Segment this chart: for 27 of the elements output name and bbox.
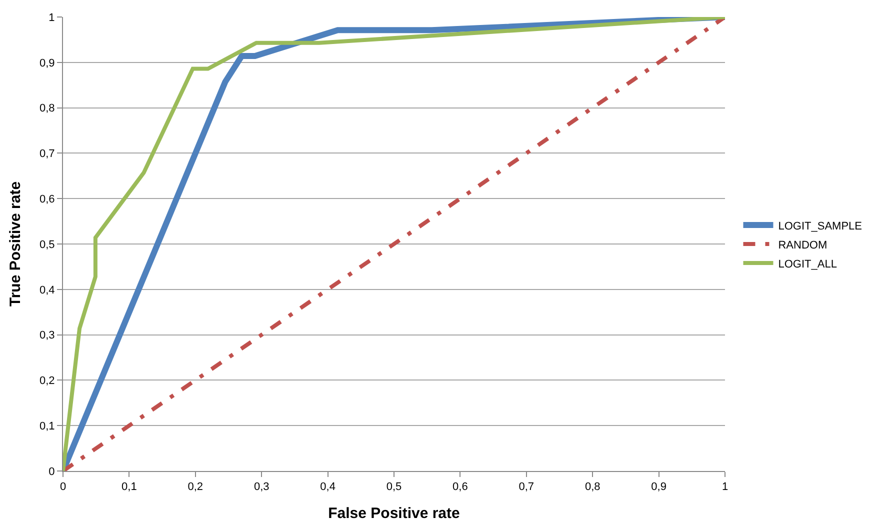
y-tick-label: 0,2 — [40, 375, 55, 388]
legend-label: LOGIT_ALL — [778, 258, 837, 270]
x-tick-label: 0,7 — [518, 481, 534, 494]
x-tick-label: 0 — [60, 481, 66, 494]
y-tick-label: 1 — [48, 12, 55, 24]
legend-label: LOGIT_SAMPLE — [778, 220, 862, 232]
x-tick-label: 0,6 — [452, 481, 468, 494]
y-tick-label: 0,4 — [40, 284, 55, 296]
x-tick-label: 0,8 — [584, 481, 600, 494]
x-tick-label: 0,5 — [386, 481, 402, 494]
x-tick-label: 0,1 — [122, 481, 137, 494]
y-tick-label: 0 — [48, 466, 55, 478]
y-tick-label: 0,7 — [40, 148, 55, 160]
x-tick-label: 0,2 — [188, 481, 204, 494]
x-tick-label: 0,4 — [320, 481, 336, 494]
x-tick-label: 1 — [722, 481, 728, 494]
y-tick-label: 0,3 — [40, 330, 55, 342]
x-tick-label: 0,9 — [651, 481, 666, 494]
y-tick-label: 0,8 — [40, 102, 55, 115]
legend-label: RANDOM — [778, 239, 828, 252]
y-tick-label: 0,6 — [40, 193, 55, 206]
y-axis-title: True Positive rate — [6, 181, 24, 307]
y-tick-label: 0,5 — [40, 238, 55, 251]
x-tick-label: 0,3 — [254, 481, 270, 494]
y-tick-label: 0,1 — [40, 420, 55, 432]
x-axis-title: False Positive rate — [328, 505, 460, 522]
y-tick-label: 0,9 — [40, 57, 55, 70]
